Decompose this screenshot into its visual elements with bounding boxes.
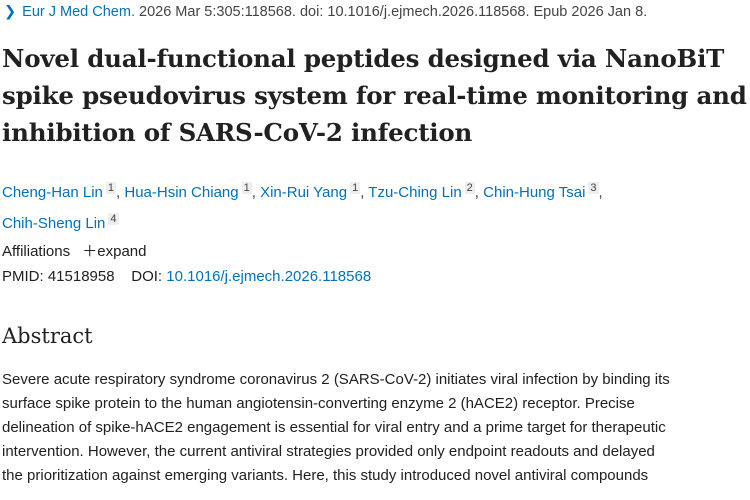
affiliation-ref[interactable]: 1	[241, 182, 252, 194]
journal-link[interactable]: Eur J Med Chem.	[22, 4, 135, 20]
plus-icon: ＋	[82, 243, 98, 260]
affiliation-ref[interactable]: 2	[464, 182, 475, 194]
abstract-line: the prioritization against emerging vari…	[2, 467, 649, 484]
pmid-value: 41518958	[47, 268, 115, 285]
author-link[interactable]: Hua-Hsin Chiang	[124, 184, 239, 201]
abstract-line: Severe acute respiratory syndrome corona…	[2, 371, 670, 388]
doi-link[interactable]: 10.1016/j.ejmech.2026.118568	[166, 268, 372, 285]
chevron-right-icon[interactable]: ❯	[4, 4, 17, 20]
identifiers: PMID: 41518958 DOI: 10.1016/j.ejmech.202…	[2, 268, 371, 285]
abstract-line: delineation of spike-hACE2 engagement is…	[2, 419, 666, 436]
expand-label[interactable]: expand	[97, 243, 147, 260]
author-link[interactable]: Xin-Rui Yang	[260, 184, 348, 201]
author-link[interactable]: Chih-Sheng Lin	[2, 215, 106, 232]
abstract-heading: Abstract	[2, 324, 93, 348]
abstract-line: surface spike protein to the human angio…	[2, 395, 635, 412]
citation-details: 2026 Mar 5:305:118568. doi: 10.1016/j.ej…	[139, 4, 648, 20]
author-list: Cheng-Han Lin 1, Hua-Hsin Chiang 1, Xin-Ru…	[2, 182, 603, 232]
affiliation-ref[interactable]: 1	[350, 182, 361, 194]
affiliation-ref[interactable]: 3	[588, 182, 599, 194]
abstract-text: Severe acute respiratory syndrome corona…	[2, 368, 747, 488]
author-link[interactable]: Chin-Hung Tsai	[483, 184, 586, 201]
affiliations-toggle[interactable]: Affiliations ＋expand	[2, 240, 147, 261]
affiliation-ref[interactable]: 1	[105, 182, 117, 194]
pmid-label: PMID:	[2, 268, 44, 285]
affiliation-ref[interactable]: 4	[108, 213, 119, 225]
article-title: Novel dual-functional peptides designed …	[2, 44, 747, 147]
affiliations-label: Affiliations	[2, 243, 71, 260]
author-link[interactable]: Tzu-Ching Lin	[368, 184, 462, 201]
abstract-line: intervention. However, the current antiv…	[2, 443, 655, 460]
citation: ❯ Eur J Med Chem. 2026 Mar 5:305:118568. …	[4, 4, 647, 20]
author-link[interactable]: Cheng-Han Lin	[2, 184, 103, 201]
doi-label: DOI:	[131, 268, 163, 285]
